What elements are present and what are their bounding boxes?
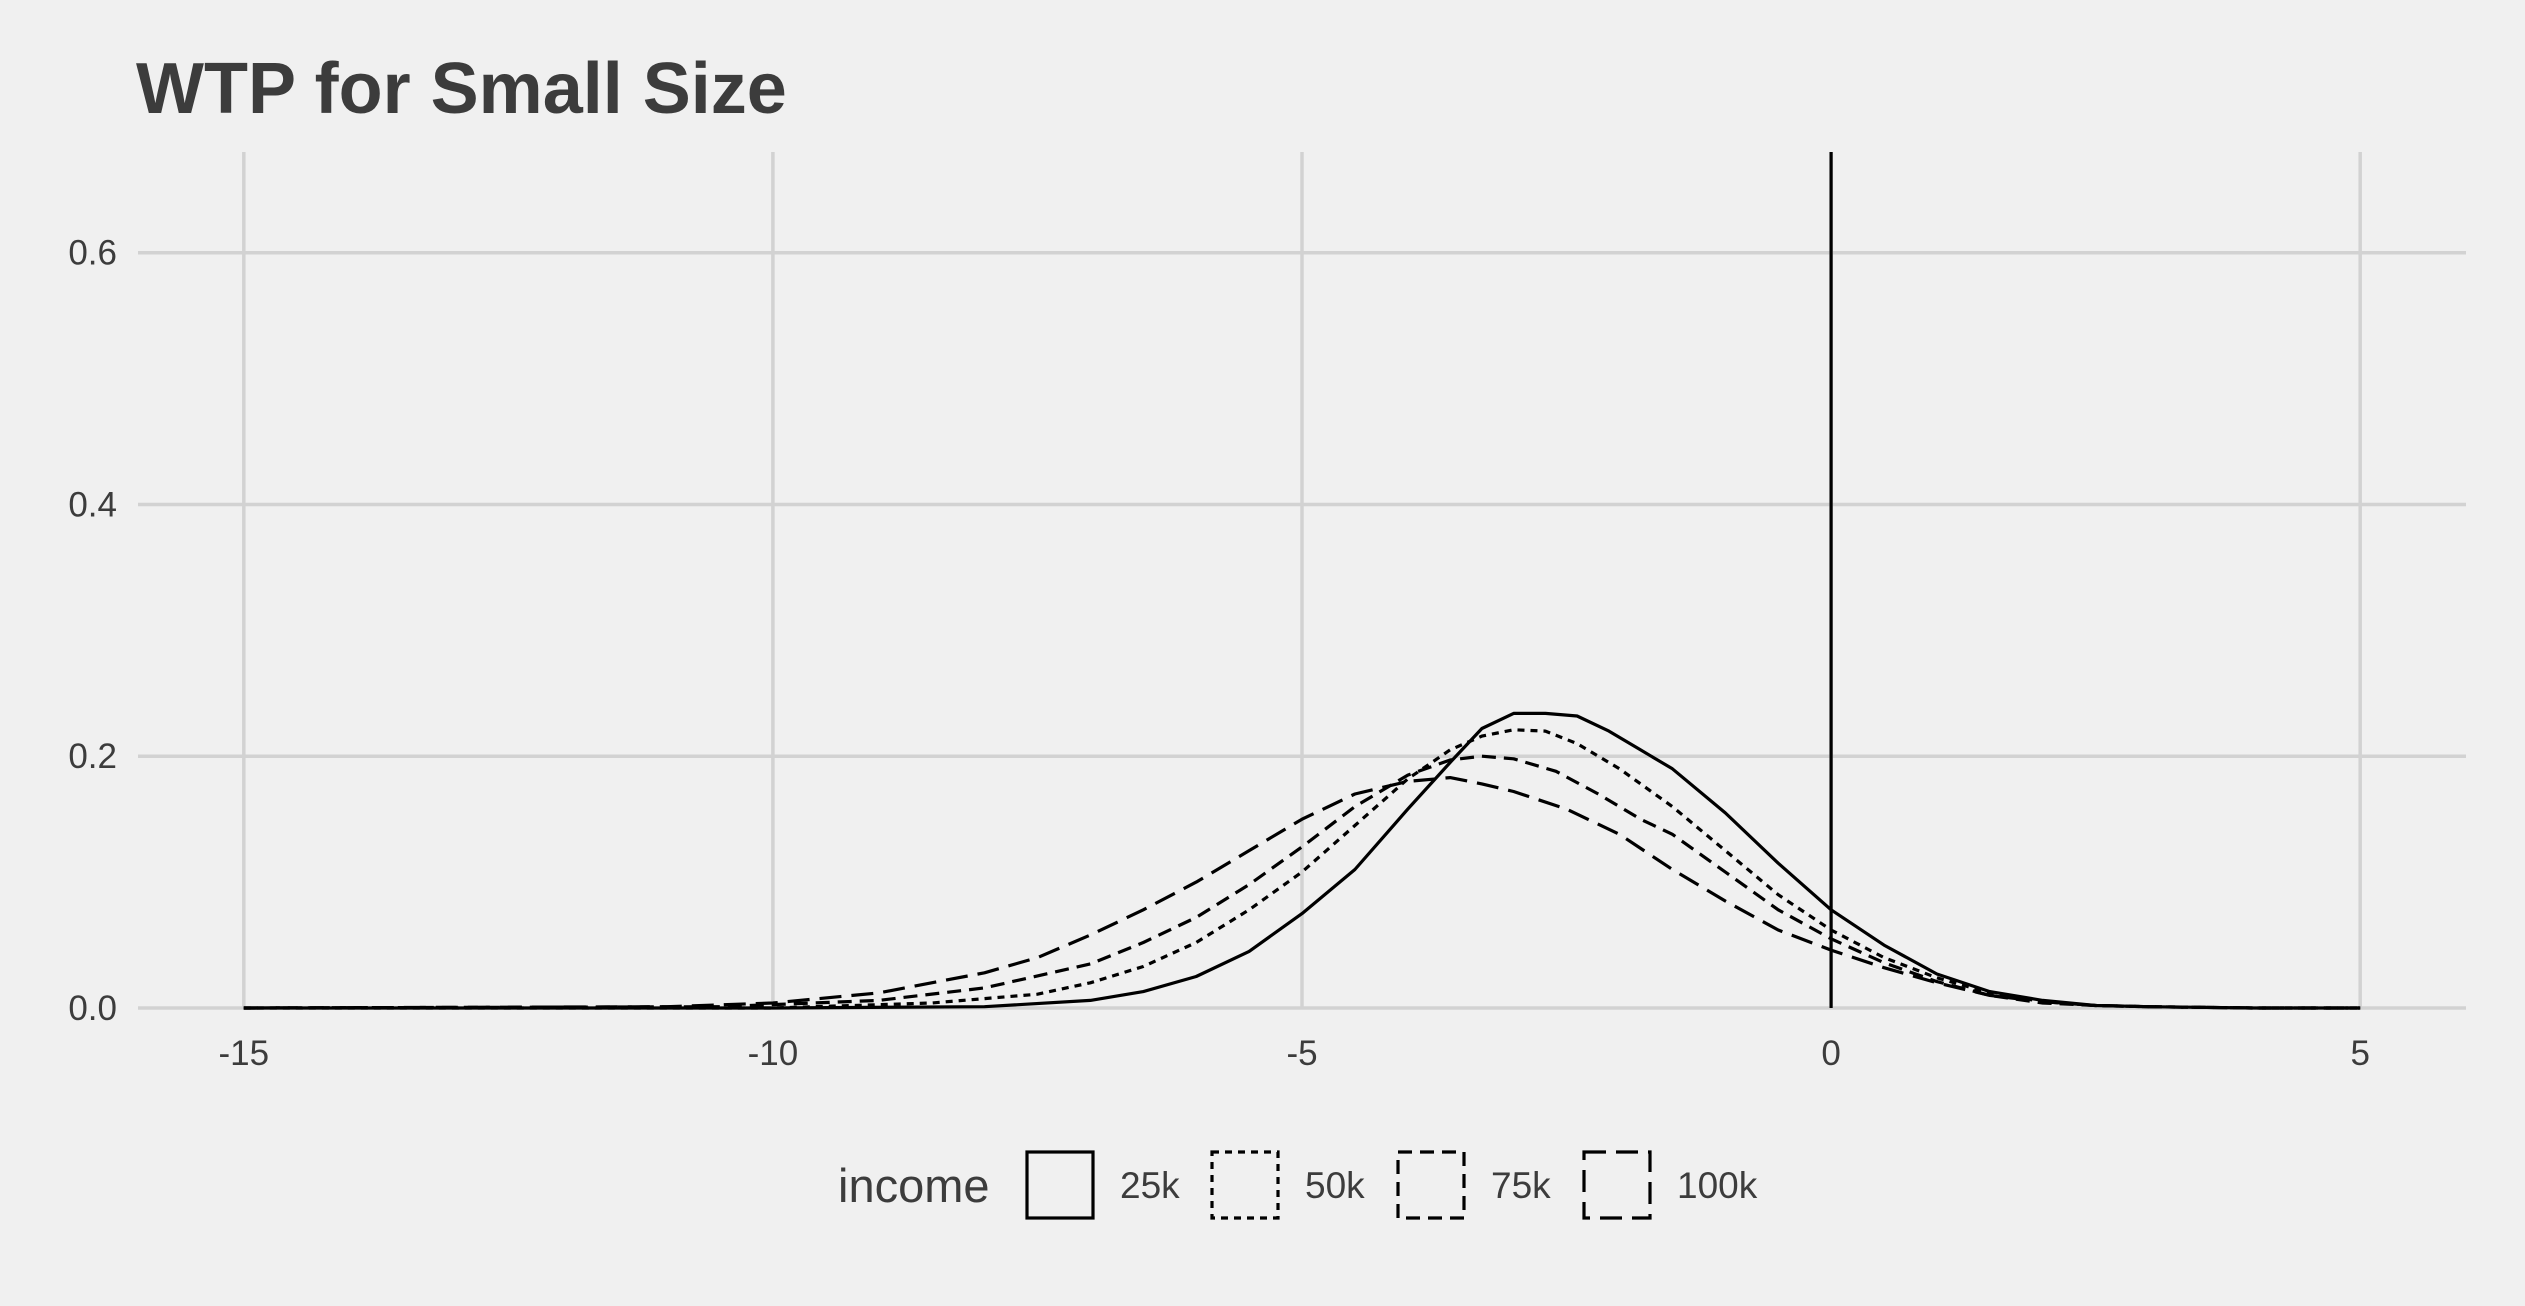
y-tick-label: 0.6	[68, 234, 117, 273]
density-line-25k	[243, 711, 2361, 1010]
legend-title: income	[838, 1159, 990, 1212]
x-tick-label: -5	[1286, 1034, 1317, 1073]
legend-key-75k	[1396, 1150, 1466, 1220]
density-line-50k	[243, 728, 2361, 1010]
series-layer	[243, 711, 2361, 1010]
chart-title: WTP for Small Size	[136, 49, 787, 129]
legend-label-100k: 100k	[1677, 1165, 1758, 1206]
y-tick-label: 0.4	[68, 485, 117, 524]
density-line-100k	[243, 776, 2361, 1010]
legend-key-50k	[1210, 1150, 1280, 1220]
y-tick-label: 0.2	[68, 737, 117, 776]
legend-label-50k: 50k	[1305, 1165, 1365, 1206]
legend: income 25k 50k 75k 100k	[838, 1150, 1758, 1220]
x-tick-label: -10	[748, 1034, 799, 1073]
grid-layer	[138, 152, 2466, 1010]
tick-layer: -15 -10 -5 0 5 0.0 0.2 0.4 0.6	[68, 234, 2370, 1073]
legend-key-100k	[1582, 1150, 1652, 1220]
y-tick-label: 0.0	[68, 989, 117, 1028]
legend-key-25k	[1025, 1150, 1095, 1220]
legend-label-75k: 75k	[1491, 1165, 1551, 1206]
x-tick-label: 5	[2350, 1034, 2369, 1073]
x-tick-label: 0	[1821, 1034, 1840, 1073]
legend-label-25k: 25k	[1120, 1165, 1180, 1206]
x-tick-label: -15	[219, 1034, 270, 1073]
